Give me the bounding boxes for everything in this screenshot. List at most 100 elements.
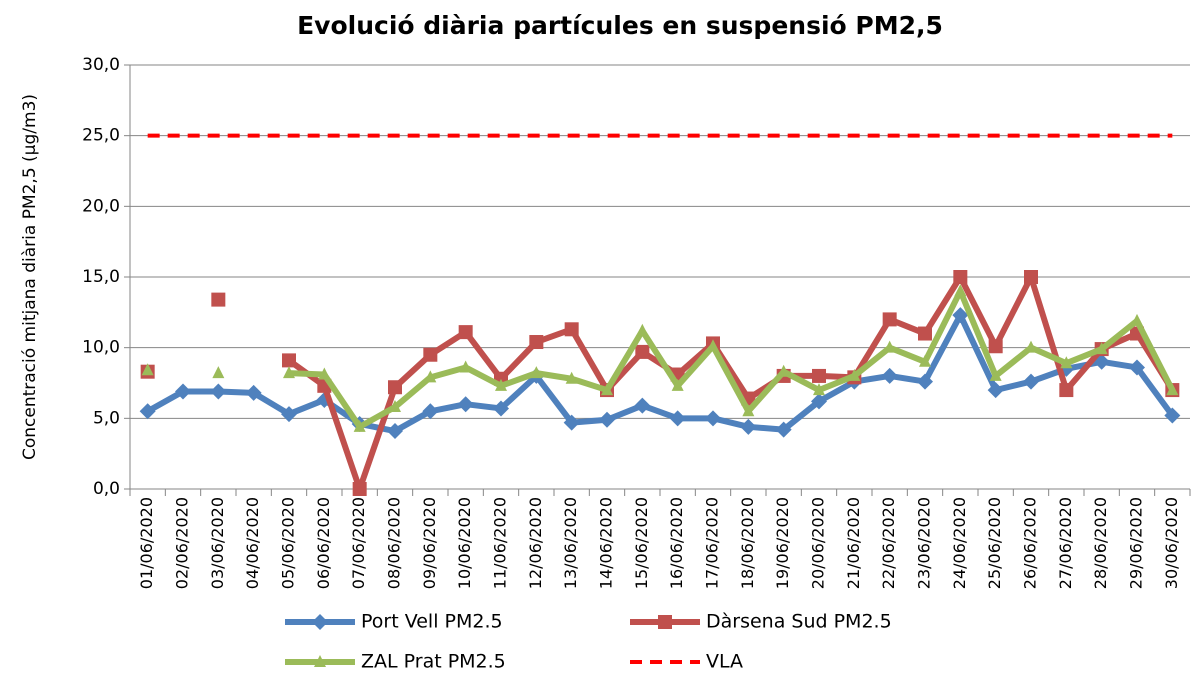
- data-point: [636, 323, 649, 336]
- x-tick-label: 02/06/2020: [173, 497, 192, 589]
- data-point: [281, 406, 297, 423]
- legend-label: VLA: [706, 651, 743, 673]
- legend-entry: Dàrsena Sud PM2.5: [630, 611, 892, 633]
- data-point: [777, 364, 790, 377]
- data-point: [389, 400, 401, 413]
- data-point: [282, 353, 296, 368]
- x-tick-label: 25/06/2020: [985, 497, 1004, 589]
- data-point: [352, 482, 367, 496]
- legend-marker: [658, 615, 672, 629]
- x-tick-label: 30/06/2020: [1162, 497, 1181, 589]
- data-point: [883, 340, 896, 353]
- series-line: [288, 288, 1176, 430]
- x-tick-label: 14/06/2020: [597, 497, 616, 589]
- data-point: [422, 403, 439, 420]
- x-tick-label: 29/06/2020: [1127, 497, 1146, 589]
- data-point: [707, 339, 719, 352]
- data-point: [811, 393, 827, 410]
- x-tick-label: 07/06/2020: [349, 497, 368, 589]
- y-tick-label: 20,0: [82, 196, 120, 216]
- x-tick-label: 21/06/2020: [844, 497, 863, 589]
- data-point: [881, 367, 898, 384]
- data-point: [989, 368, 1002, 381]
- data-point: [812, 368, 826, 383]
- data-point: [954, 284, 967, 297]
- data-point: [917, 373, 933, 390]
- x-tick-label: 09/06/2020: [420, 497, 439, 589]
- data-point: [459, 360, 472, 373]
- legend-entry: VLA: [630, 651, 743, 673]
- data-point: [564, 322, 579, 337]
- legend-marker: [314, 655, 326, 667]
- data-point: [1164, 407, 1181, 424]
- data-point: [1025, 340, 1037, 353]
- data-point: [563, 414, 580, 431]
- legend-label: Dàrsena Sud PM2.5: [706, 611, 892, 633]
- y-tick-label: 25,0: [82, 126, 120, 146]
- data-point: [634, 397, 651, 414]
- x-tick-label: 22/06/2020: [879, 497, 898, 589]
- data-point: [669, 410, 686, 427]
- data-point: [635, 344, 650, 359]
- x-tick-label: 05/06/2020: [279, 497, 298, 589]
- data-point: [565, 371, 578, 384]
- x-tick-label: 08/06/2020: [385, 497, 404, 589]
- data-point: [601, 383, 613, 396]
- x-tick-label: 27/06/2020: [1056, 497, 1075, 589]
- data-point: [318, 367, 331, 380]
- data-point: [387, 423, 403, 440]
- data-point: [493, 400, 509, 417]
- y-tick-label: 15,0: [82, 267, 120, 287]
- data-point: [1095, 342, 1108, 355]
- data-point: [1059, 383, 1074, 398]
- data-point: [953, 270, 968, 284]
- y-tick-label: 30,0: [82, 55, 120, 75]
- data-point: [740, 418, 757, 435]
- x-tick-label: 28/06/2020: [1091, 497, 1110, 589]
- x-tick-label: 03/06/2020: [208, 497, 227, 589]
- x-tick-label: 04/06/2020: [243, 497, 262, 589]
- legend-entry: Port Vell PM2.5: [285, 611, 503, 633]
- series: [139, 307, 1181, 440]
- data-point: [987, 382, 1004, 399]
- data-point: [705, 410, 721, 427]
- x-tick-label: 13/06/2020: [561, 497, 580, 589]
- x-tick-label: 15/06/2020: [632, 497, 651, 589]
- data-point: [919, 354, 931, 367]
- data-point: [1129, 359, 1145, 376]
- data-point: [139, 403, 156, 420]
- data-point: [918, 326, 932, 341]
- legend-entry: ZAL Prat PM2.5: [285, 651, 506, 673]
- chart-title: Evolució diària partícules en suspensió …: [297, 11, 943, 40]
- data-point: [671, 378, 684, 391]
- data-point: [529, 335, 544, 350]
- x-tick-label: 26/06/2020: [1021, 497, 1040, 589]
- data-point: [1166, 383, 1179, 396]
- x-tick-label: 20/06/2020: [809, 497, 828, 589]
- y-tick-label: 10,0: [82, 338, 120, 358]
- data-point: [530, 366, 543, 379]
- data-point: [283, 366, 295, 379]
- data-point: [988, 339, 1003, 354]
- x-tick-label: 24/06/2020: [950, 497, 969, 589]
- x-tick-label: 01/06/2020: [137, 497, 156, 589]
- legend-marker: [312, 614, 328, 630]
- y-axis-title: Concentració mitjana diària PM2,5 (µg/m3…: [20, 94, 40, 460]
- legend-label: Port Vell PM2.5: [361, 611, 503, 633]
- x-tick-label: 18/06/2020: [738, 497, 757, 589]
- data-point: [1060, 356, 1073, 369]
- data-point: [775, 421, 792, 438]
- data-point: [1024, 270, 1038, 284]
- data-point: [245, 384, 262, 401]
- legend-label: ZAL Prat PM2.5: [361, 651, 506, 673]
- x-tick-label: 12/06/2020: [526, 497, 545, 589]
- x-tick-label: 17/06/2020: [703, 497, 722, 589]
- data-point: [141, 363, 154, 376]
- data-point: [742, 404, 755, 417]
- data-point: [388, 380, 402, 395]
- data-point: [424, 370, 437, 383]
- data-point: [175, 383, 191, 400]
- x-tick-label: 06/06/2020: [314, 497, 333, 589]
- data-point: [212, 366, 225, 379]
- y-tick-label: 5,0: [93, 408, 120, 428]
